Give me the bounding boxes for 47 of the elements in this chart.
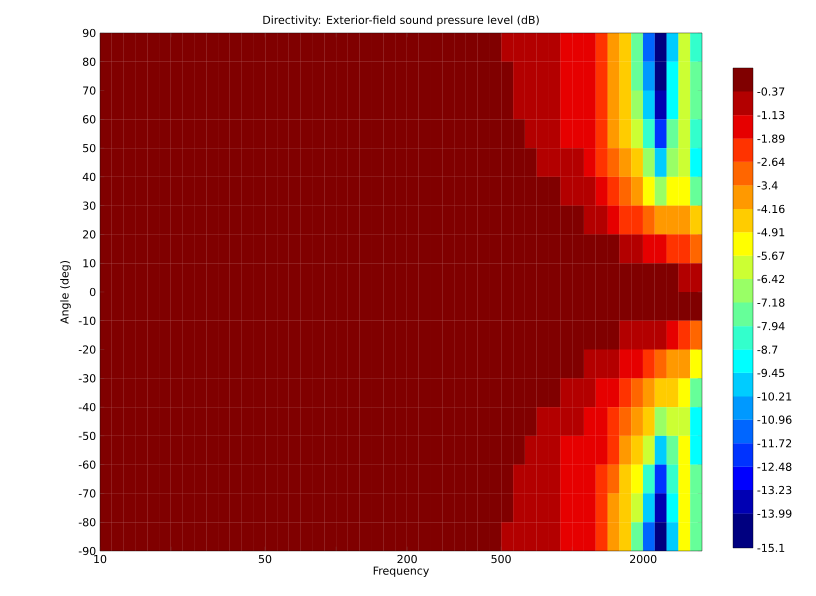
y-tick-label: -30 — [78, 374, 96, 382]
x-tick-label: 2000 — [630, 554, 656, 564]
color-bar-label: -12.48 — [757, 462, 792, 471]
x-tick-label: 500 — [491, 554, 511, 564]
color-bar-label: -15.1 — [757, 544, 784, 552]
y-tick-label: -40 — [78, 402, 96, 412]
y-tick-label: 40 — [82, 172, 96, 182]
x-axis-title: Frequency — [374, 566, 429, 577]
y-tick-label: 10 — [83, 259, 96, 268]
color-bar-label: -1.13 — [757, 110, 784, 120]
color-bar-label: -4.16 — [757, 204, 785, 214]
y-tick-label: -70 — [78, 489, 96, 498]
color-bar-label: -4.91 — [757, 228, 784, 236]
y-tick-label: 30 — [83, 202, 96, 210]
color-bar-label: -7.18 — [757, 298, 784, 307]
y-tick-label: -20 — [78, 345, 96, 354]
color-bar-label: -0.37 — [757, 87, 784, 96]
y-tick-label: 90 — [82, 28, 96, 38]
y-tick-label: 20 — [83, 230, 96, 239]
color-bar-label: -6.42 — [757, 274, 784, 284]
y-axis-title: Angle (deg) — [60, 260, 71, 324]
y-tick-label: 80 — [82, 58, 96, 66]
x-tick-label: 10 — [94, 554, 106, 564]
y-tick-label: -60 — [78, 460, 96, 469]
y-tick-label: 0 — [90, 288, 96, 296]
color-bar-label: -9.45 — [757, 368, 784, 378]
chart-title: Directivity: Exterior-field sound pressure level (dB) — [263, 16, 539, 26]
color-bar-label: -8.7 — [757, 346, 778, 354]
color-bar-label: -3.4 — [757, 181, 778, 190]
y-tick-label: -90 — [78, 546, 96, 556]
y-tick-label: -50 — [78, 432, 96, 440]
color-bar-label: -1.89 — [757, 134, 784, 143]
color-bar-label: -10.21 — [757, 392, 792, 401]
color-bar-label: -11.72 — [757, 439, 792, 448]
x-tick-label: 50 — [258, 554, 272, 564]
y-tick-label: -80 — [78, 518, 96, 526]
color-bar-label: -7.94 — [757, 322, 785, 330]
y-tick-label: 60 — [82, 115, 96, 124]
color-bar-label: -2.64 — [757, 158, 785, 166]
color-bar-label: -13.99 — [757, 509, 792, 518]
y-tick-label: 50 — [83, 144, 96, 152]
x-tick-label: 200 — [397, 554, 417, 564]
color-bar-label: -5.67 — [757, 252, 784, 260]
y-tick-label: -10 — [78, 316, 96, 325]
color-bar-label: -13.23 — [757, 486, 792, 494]
y-tick-label: 70 — [83, 86, 96, 95]
color-bar-label: -10.96 — [757, 416, 792, 424]
